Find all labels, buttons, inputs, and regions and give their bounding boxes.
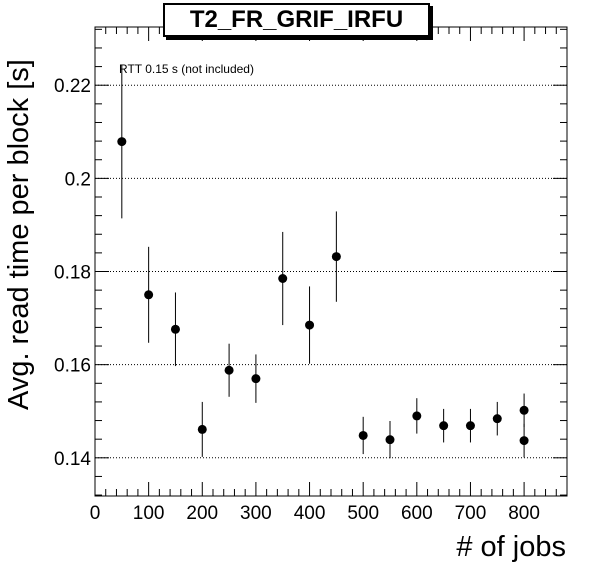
annotation: RTT 0.15 s (not included) (119, 62, 254, 76)
y-tick-labels: 0.14 0.16 0.18 0.2 0.22 (54, 76, 91, 470)
data-point (170, 324, 180, 334)
x-tick-label: 700 (455, 503, 487, 524)
data-point (278, 273, 288, 283)
x-tick-label: 200 (186, 503, 218, 524)
data-point (197, 424, 207, 434)
data-point (358, 430, 368, 440)
data-point (144, 290, 154, 300)
data-point (331, 252, 341, 262)
x-tick-labels: 0 100 200 300 400 500 600 700 800 (90, 503, 540, 524)
plot-frame (94, 26, 568, 497)
error-bars (121, 64, 525, 459)
x-tick-label: 0 (90, 503, 101, 524)
x-tick-label: 600 (401, 503, 433, 524)
data-point (412, 411, 422, 421)
y-tick-label: 0.18 (54, 263, 91, 284)
y-tick-label: 0.14 (54, 449, 91, 470)
y-axis-label: Avg. read time per block [s] (3, 59, 35, 410)
grid-lines (95, 84, 567, 459)
data-point (117, 137, 127, 147)
data-points (117, 137, 529, 446)
data-point (492, 414, 502, 424)
data-point (224, 365, 234, 375)
x-axis-label: # of jobs (456, 531, 566, 563)
x-tick-label: 300 (240, 503, 272, 524)
data-point (465, 421, 475, 431)
x-tick-label: 400 (294, 503, 326, 524)
data-point (385, 435, 395, 445)
data-point (519, 405, 529, 415)
data-point (439, 421, 449, 431)
data-point (305, 320, 315, 330)
data-point (519, 436, 529, 446)
y-tick-label: 0.22 (54, 76, 91, 97)
y-tick-label: 0.2 (65, 169, 91, 190)
x-tick-label: 500 (347, 503, 379, 524)
x-tick-label: 100 (133, 503, 165, 524)
x-tick-label: 800 (508, 503, 540, 524)
data-point (251, 374, 261, 384)
chart-title: T2_FR_GRIF_IRFU (163, 3, 430, 37)
y-tick-label: 0.16 (54, 356, 91, 377)
axis-ticks (94, 27, 568, 496)
